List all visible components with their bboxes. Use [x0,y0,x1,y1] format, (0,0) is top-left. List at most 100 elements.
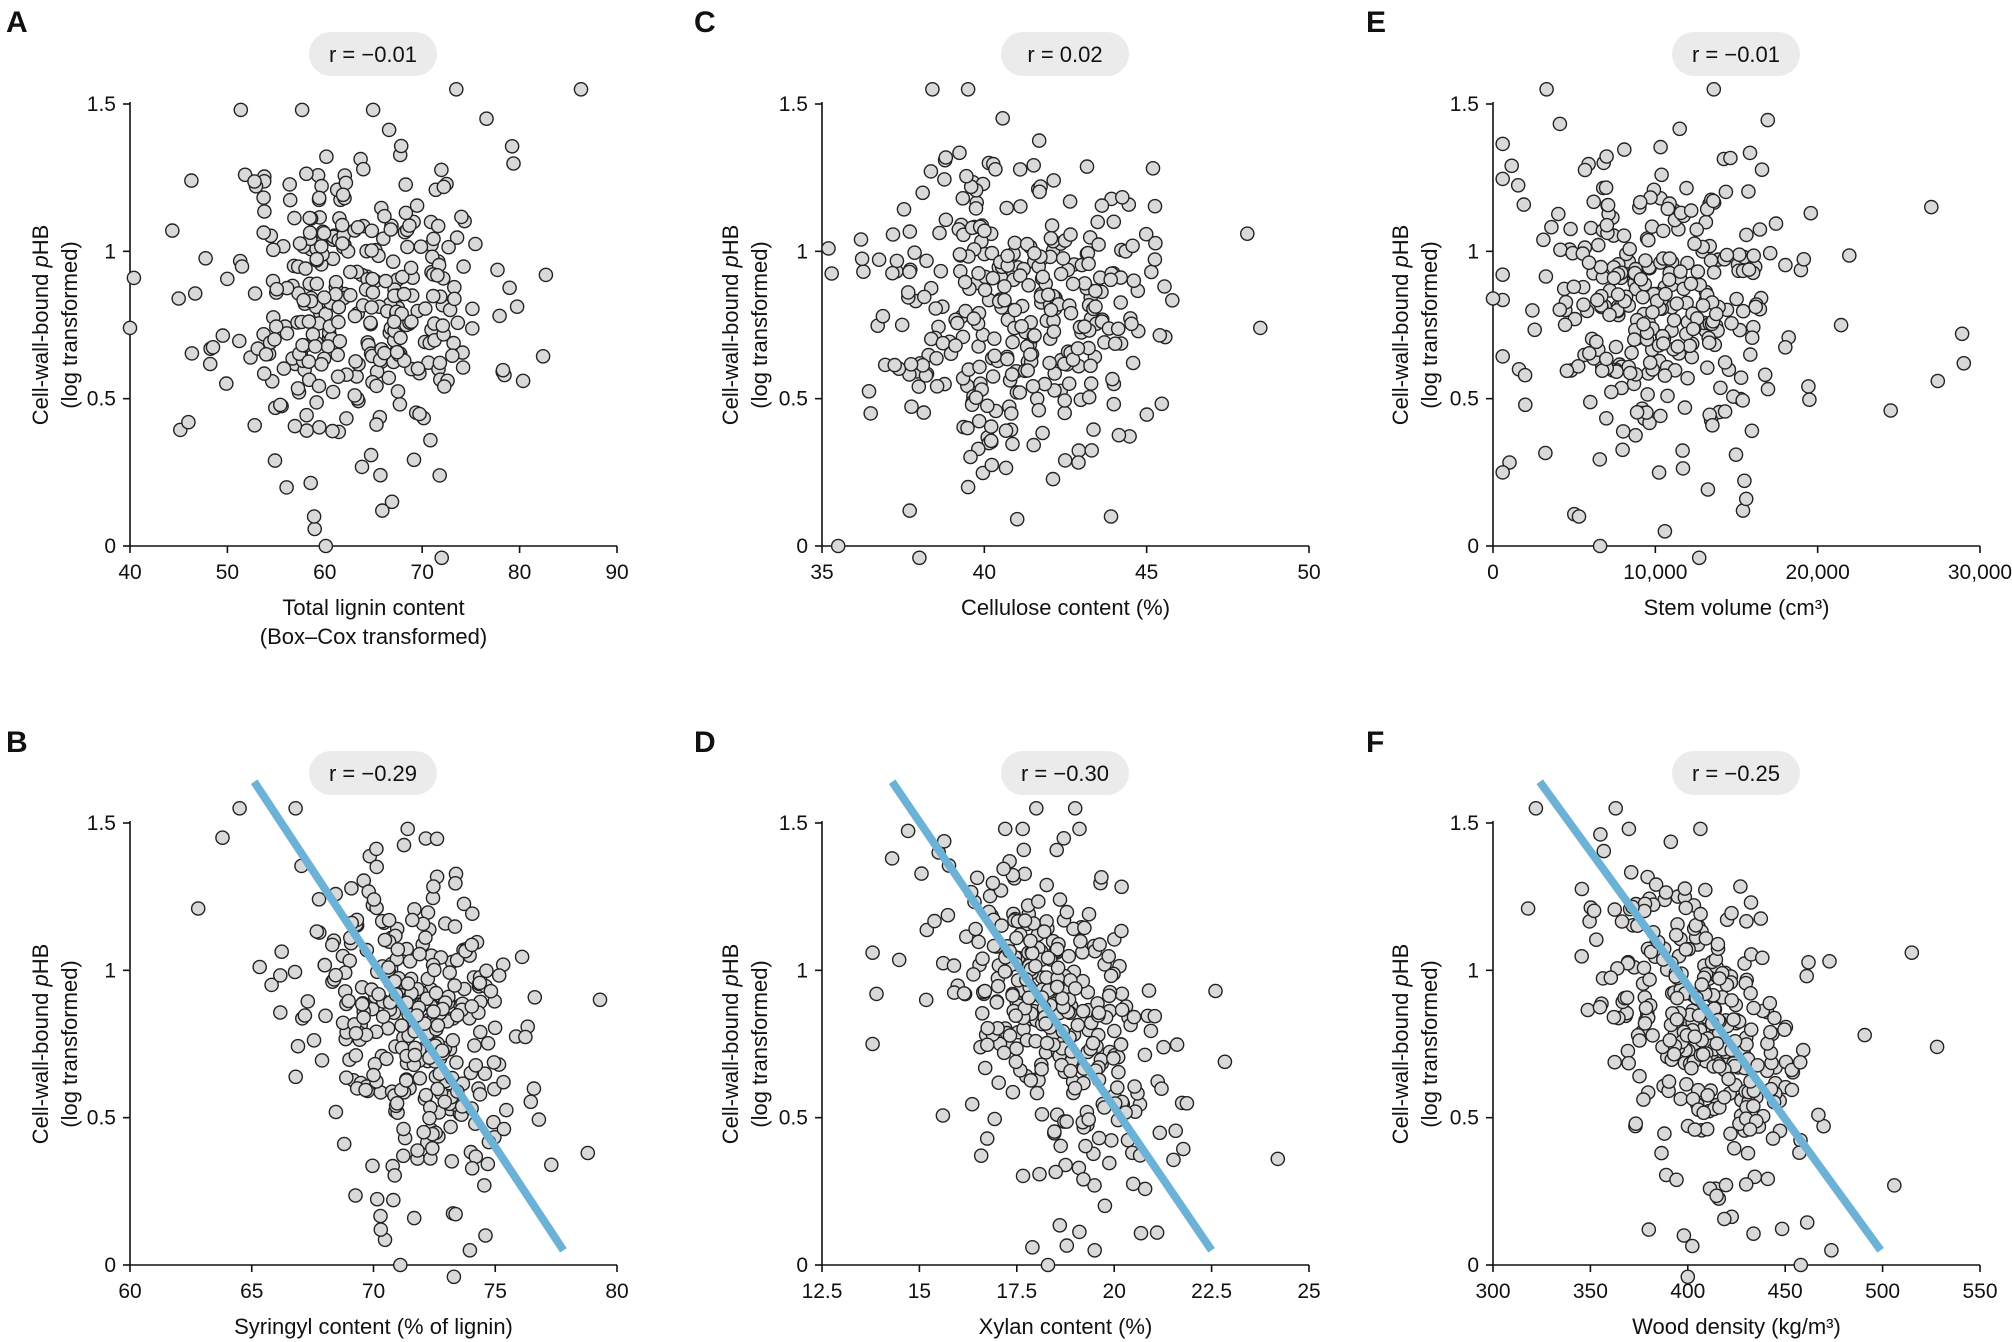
data-point [1887,1178,1902,1193]
data-point [356,1010,371,1025]
data-point [935,1108,951,1123]
data-point [486,1055,502,1070]
data-point [506,156,521,171]
data-point [258,346,274,362]
data-point [957,274,973,290]
data-point [946,958,962,973]
data-points [1485,82,1972,566]
data-point [1799,1215,1815,1230]
data-point [1176,1141,1191,1157]
data-point [1103,509,1119,524]
data-point [1078,1138,1093,1154]
data-point [1599,351,1614,367]
data-point [538,267,554,283]
data-point [1706,82,1722,97]
data-point [381,370,397,386]
data-point [268,319,284,334]
data-point [1642,355,1658,371]
data-point [1777,1022,1792,1037]
data-point [1517,367,1533,383]
data-point [464,1161,480,1176]
correlation-label: r = −0.01 [1692,42,1780,67]
data-point [1621,821,1637,837]
x-tick-label: 60 [313,561,336,584]
data-point [1803,205,1819,221]
data-point [535,348,551,364]
data-point [1169,1037,1185,1052]
data-point [426,962,442,978]
data-point [1094,870,1109,885]
data-point [1102,1155,1117,1171]
data-point [341,993,356,1009]
data-point [1657,368,1673,383]
data-point [1733,370,1749,386]
data-point [1104,1133,1119,1148]
data-point [1037,376,1053,392]
data-point [364,243,380,258]
data-point [347,308,363,324]
data-point [233,102,249,118]
data-point [472,975,488,991]
data-point [997,821,1013,837]
data-point [425,288,441,304]
data-point [446,1269,462,1285]
data-points [122,82,589,566]
data-point [1031,894,1046,909]
data-point [1026,437,1041,453]
data-point [1657,524,1673,539]
data-point [302,225,318,240]
data-point [288,801,303,816]
data-points [1520,801,1945,1285]
data-point [1735,303,1751,319]
data-point [418,930,433,945]
data-point [964,1096,980,1112]
data-point [1680,370,1695,386]
data-point [1746,1000,1761,1016]
data-point [933,263,949,279]
data-point [1742,1122,1758,1137]
data-point [1660,201,1676,217]
data-point [392,1257,408,1273]
data-point [824,266,840,281]
data-point [1059,1238,1075,1253]
data-point [385,254,401,270]
data-point [1760,1171,1776,1187]
data-point [1733,879,1748,894]
data-point [592,992,608,1008]
data-point [923,164,939,179]
data-point [1621,1055,1636,1071]
data-point [306,509,322,524]
data-point [1682,338,1698,354]
y-tick-label: 0.5 [87,1107,116,1130]
data-point [443,1119,458,1135]
data-point [1735,393,1750,408]
data-point [342,287,358,303]
data-point [318,538,334,554]
data-point [1624,345,1639,361]
y-tick-label: 1 [104,240,116,263]
x-axis-title: (Box–Cox transformed) [260,624,487,649]
data-point [290,381,306,396]
data-point [410,1143,425,1158]
data-point [454,209,469,225]
data-point [1716,1090,1732,1105]
data-point [891,952,907,968]
data-point [912,550,927,566]
data-point [1929,1039,1945,1055]
data-point [1666,1046,1682,1062]
data-point [234,259,250,274]
data-point [1576,297,1591,313]
data-point [1743,895,1759,910]
data-point [1084,443,1099,458]
data-point [330,347,346,363]
data-point [1760,112,1776,128]
data-point [1166,1152,1181,1168]
data-point [977,223,992,239]
data-point [1071,455,1086,470]
data-point [373,1208,388,1224]
data-point [902,224,918,239]
data-point [292,236,308,251]
x-tick-label: 50 [1297,561,1320,584]
data-point [406,1210,422,1226]
data-point [1087,1178,1102,1193]
